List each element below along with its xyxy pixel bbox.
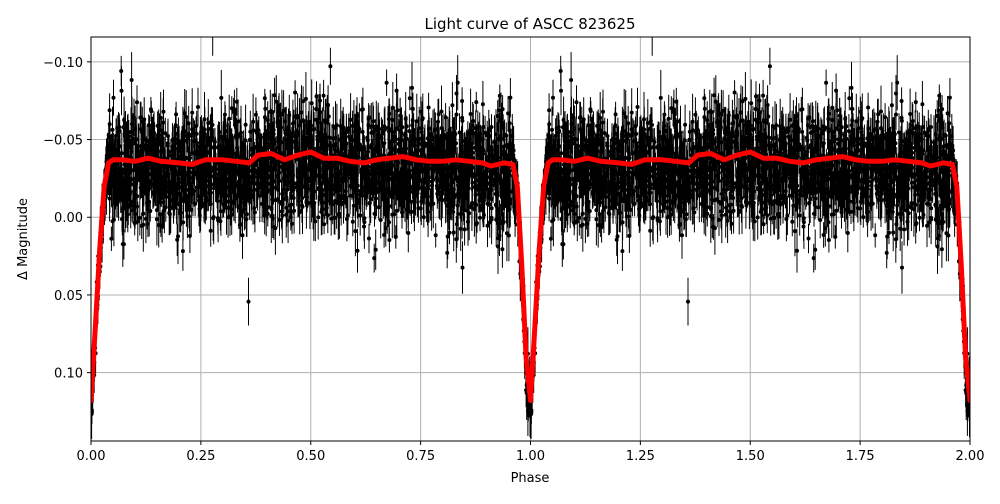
x-tick-label: 1.25: [626, 449, 655, 464]
x-tick-label: 0.25: [186, 449, 215, 464]
x-tick-label: 1.50: [736, 449, 765, 464]
chart-title: Light curve of ASCC 823625: [425, 15, 636, 33]
x-tick-label: 1.75: [846, 449, 875, 464]
y-tick-label: 0.10: [54, 367, 83, 382]
y-tick-label: 0.00: [54, 211, 83, 226]
x-axis-ticks: 0.00 0.25 0.50 0.75 1.00 1.25 1.50 1.75 2.00: [77, 441, 985, 464]
y-tick-label: −0.05: [43, 134, 83, 149]
x-tick-label: 0.75: [406, 449, 435, 464]
x-tick-label: 1.00: [516, 449, 545, 464]
y-tick-label: 0.05: [54, 289, 83, 304]
x-axis-label: Phase: [511, 471, 550, 486]
y-axis-label: Δ Magnitude: [16, 198, 31, 280]
model-curve: [91, 149, 970, 404]
x-tick-label: 0.00: [77, 449, 106, 464]
y-tick-label: −0.10: [43, 56, 83, 71]
model-line: [91, 149, 970, 404]
y-axis-ticks: −0.10 −0.05 0.00 0.05 0.10: [43, 56, 91, 382]
x-tick-label: 2.00: [956, 449, 985, 464]
x-tick-label: 0.50: [296, 449, 325, 464]
